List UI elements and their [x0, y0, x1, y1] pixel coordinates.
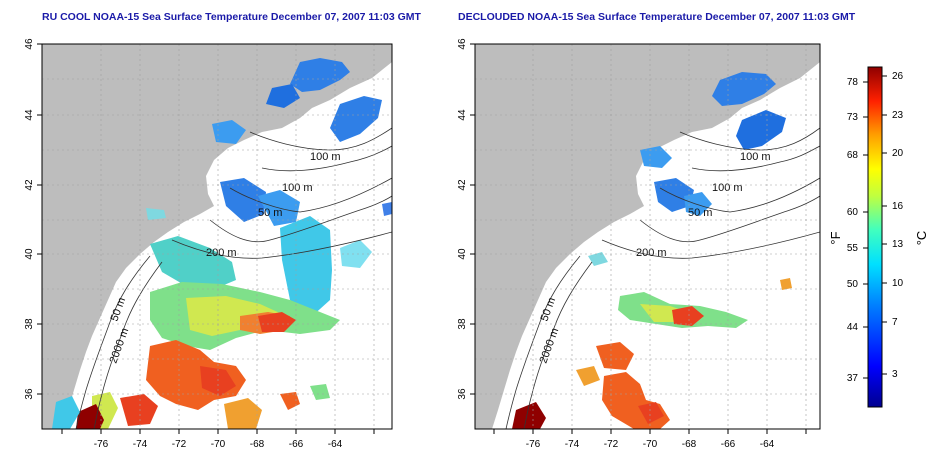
left-contour-label-100m-b: 100 m — [282, 182, 313, 194]
celsius-tick-label: 16 — [892, 201, 904, 212]
celsius-tick-label: 20 — [892, 148, 904, 159]
left-land-nova — [236, 44, 300, 80]
celsius-tick-label: 10 — [892, 278, 904, 289]
celsius-tick-label: 7 — [892, 317, 898, 328]
right-ticks — [470, 43, 807, 434]
left-lat-label: 44 — [24, 109, 35, 121]
colorbar-ticks — [863, 75, 887, 379]
left-lon-label: -76 — [94, 439, 109, 450]
left-lat-tick-labels: 46 44 42 40 38 36 — [24, 38, 35, 400]
right-lon-label: -76 — [526, 439, 541, 450]
left-lat-label: 42 — [24, 179, 35, 191]
fahrenheit-tick-label: 78 — [847, 77, 859, 88]
fahrenheit-tick-label: 68 — [847, 150, 859, 161]
right-lon-label: -70 — [643, 439, 658, 450]
celsius-tick-label: 23 — [892, 110, 904, 121]
right-lat-label: 36 — [457, 388, 468, 400]
left-grid — [42, 44, 392, 429]
left-lon-label: -66 — [289, 439, 304, 450]
left-sst-patches — [52, 58, 392, 429]
right-lat-label: 42 — [457, 179, 468, 191]
right-lat-tick-labels: 46 44 42 40 38 36 — [457, 38, 468, 400]
left-ticks — [37, 43, 375, 434]
colorbar-celsius-labels: 26 23 20 16 13 10 7 3 — [892, 71, 904, 380]
right-land-nova — [666, 44, 730, 80]
celsius-tick-label: 26 — [892, 71, 904, 82]
right-lat-label: 38 — [457, 318, 468, 330]
fahrenheit-tick-label: 73 — [847, 112, 859, 123]
left-land — [42, 44, 392, 429]
right-lon-label: -74 — [565, 439, 580, 450]
right-sst-patches — [512, 72, 792, 429]
left-lat-label: 46 — [24, 38, 35, 50]
celsius-unit-label: °C — [914, 231, 929, 246]
celsius-tick-label: 3 — [892, 369, 898, 380]
left-contour-label-100m-a: 100 m — [310, 151, 341, 163]
left-lat-label: 38 — [24, 318, 35, 330]
left-lon-tick-labels: -76 -74 -72 -70 -68 -66 -64 — [94, 439, 343, 450]
left-lon-label: -68 — [250, 439, 265, 450]
right-lon-label: -72 — [604, 439, 619, 450]
right-lat-label: 46 — [457, 38, 468, 50]
right-lat-label: 44 — [457, 109, 468, 121]
right-grid — [475, 44, 820, 429]
celsius-tick-label: 13 — [892, 239, 904, 250]
right-contour-label-100m-b: 100 m — [712, 182, 743, 194]
fahrenheit-tick-label: 44 — [847, 322, 859, 333]
right-contour-label-200m: 200 m — [636, 247, 667, 259]
colorbar-gradient — [867, 66, 883, 408]
right-bathymetry-contours — [505, 127, 820, 429]
left-lat-label: 36 — [24, 388, 35, 400]
left-contour-label-200m: 200 m — [206, 247, 237, 259]
right-lon-label: -64 — [760, 439, 775, 450]
left-map-panel: 100 m 100 m 50 m 200 m 50 m 2000 m — [24, 38, 393, 450]
fahrenheit-tick-label: 60 — [847, 207, 859, 218]
fahrenheit-tick-label: 37 — [847, 373, 859, 384]
left-map-frame — [41, 43, 393, 430]
right-lat-label: 40 — [457, 248, 468, 260]
left-lon-label: -72 — [172, 439, 187, 450]
fahrenheit-tick-label: 55 — [847, 243, 859, 254]
left-lon-label: -70 — [211, 439, 226, 450]
right-land — [475, 44, 820, 429]
right-contour-label-100m-a: 100 m — [740, 151, 771, 163]
colorbar: 78 73 68 60 55 50 44 37 26 23 20 16 13 1… — [828, 66, 929, 408]
left-contour-label-50m-a: 50 m — [258, 207, 282, 219]
left-bathymetry-contours — [75, 127, 392, 429]
left-map-title: RU COOL NOAA-15 Sea Surface Temperature … — [42, 11, 421, 23]
fahrenheit-tick-label: 50 — [847, 279, 859, 290]
right-contour-label-50m-a: 50 m — [688, 207, 712, 219]
left-lat-label: 40 — [24, 248, 35, 260]
colorbar-fahrenheit-labels: 78 73 68 60 55 50 44 37 — [847, 77, 859, 384]
right-map-panel: 100 m 100 m 50 m 200 m 50 m 2000 m — [457, 38, 821, 450]
right-lon-label: -66 — [721, 439, 736, 450]
left-lon-label: -74 — [133, 439, 148, 450]
fahrenheit-unit-label: °F — [828, 231, 843, 244]
right-lon-label: -68 — [682, 439, 697, 450]
left-contour-labels: 100 m 100 m 50 m 200 m 50 m 2000 m — [108, 151, 341, 365]
right-map-title: DECLOUDED NOAA-15 Sea Surface Temperatur… — [458, 11, 856, 23]
left-lon-label: -64 — [328, 439, 343, 450]
right-lon-tick-labels: -76 -74 -72 -70 -68 -66 -64 — [526, 439, 775, 450]
right-map-frame — [474, 43, 821, 430]
